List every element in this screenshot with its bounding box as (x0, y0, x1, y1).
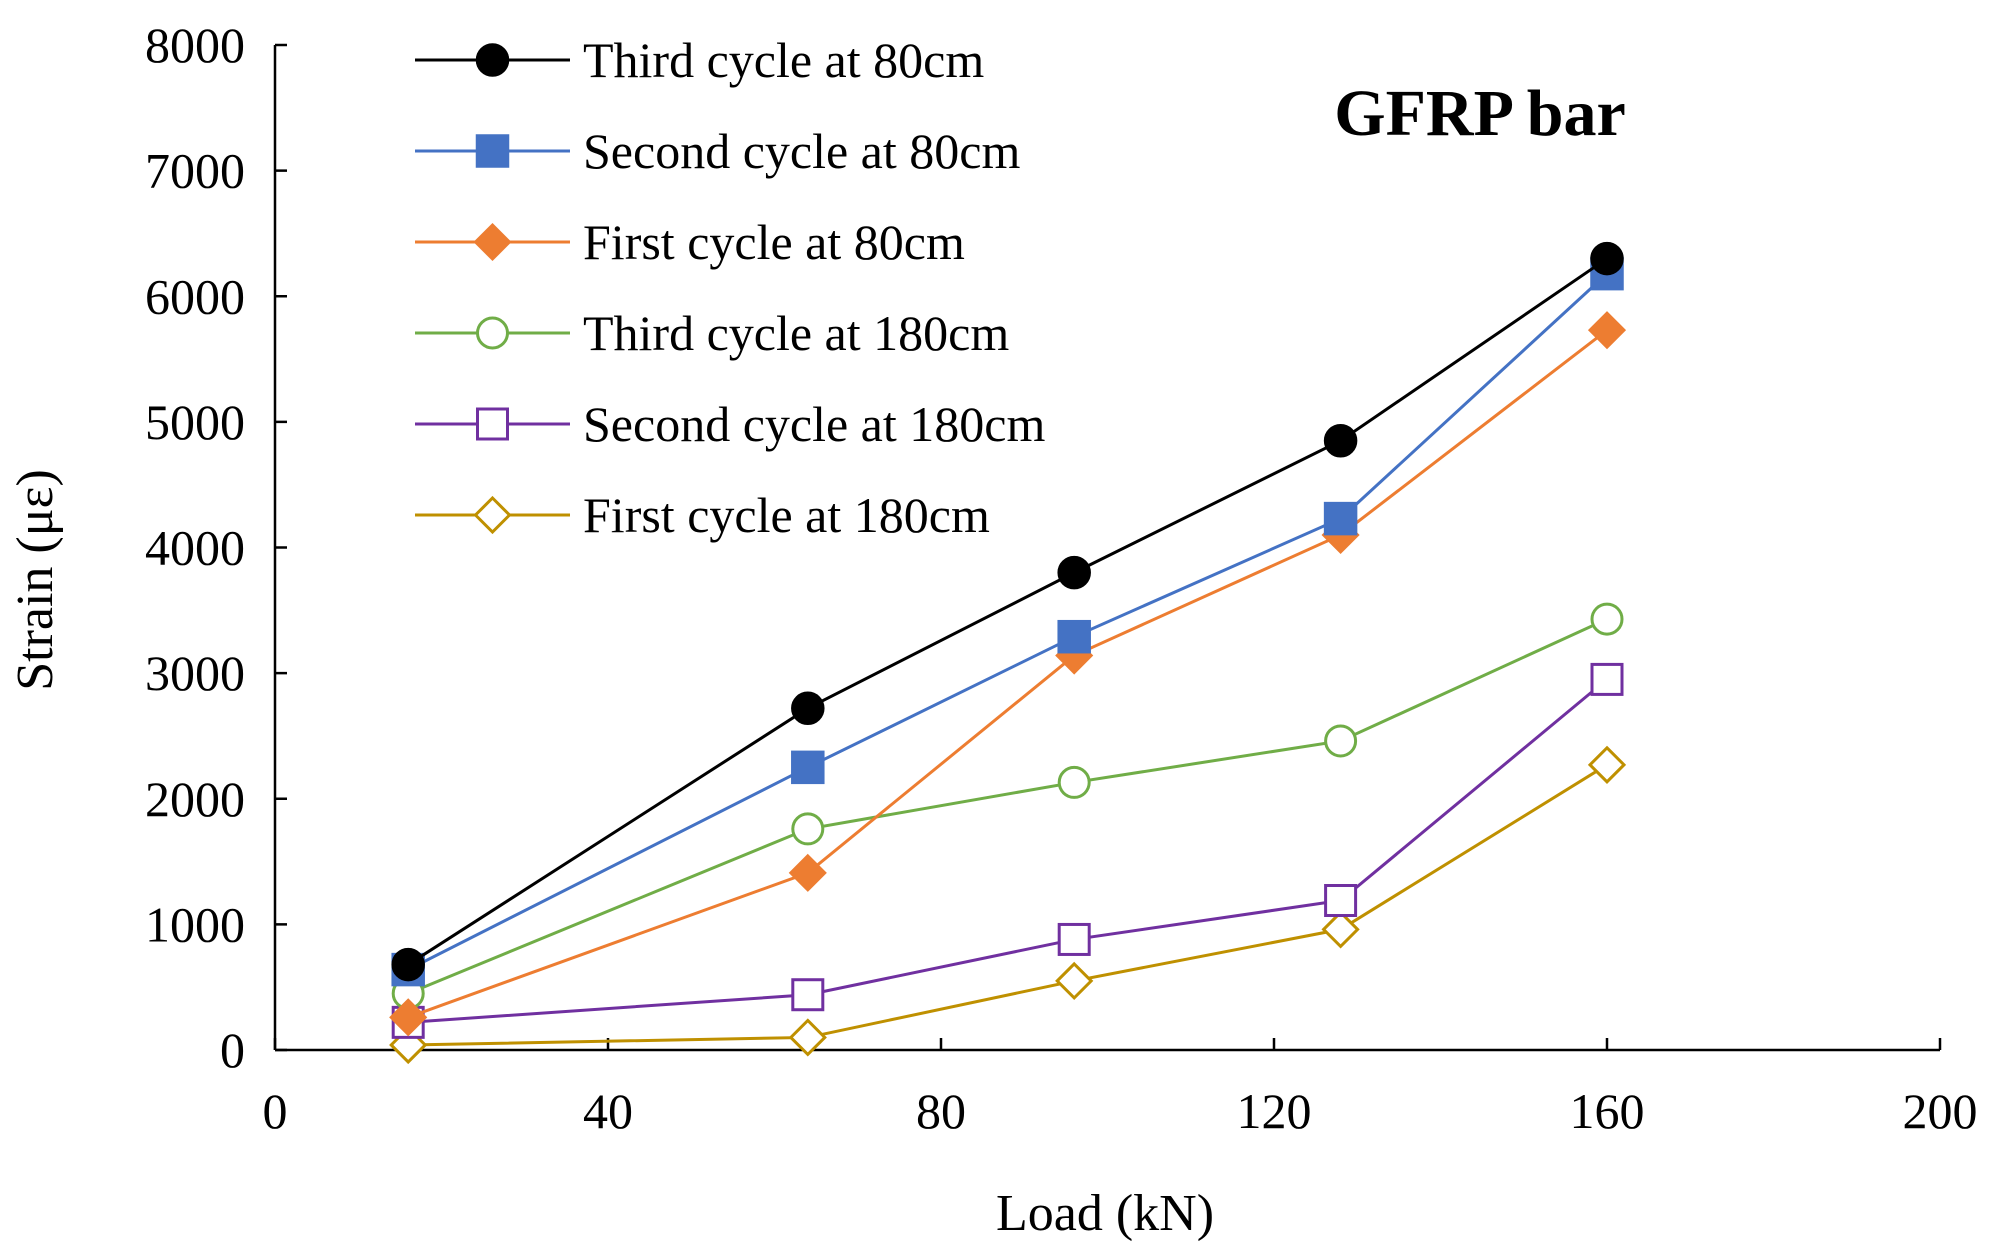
legend-marker (475, 134, 510, 168)
data-point (1057, 555, 1091, 590)
data-point (1321, 910, 1360, 949)
series-2 (391, 256, 1624, 987)
data-point (1324, 724, 1358, 758)
chart-title: GFRP bar (1334, 77, 1626, 150)
legend-marker (473, 495, 512, 535)
legend: Third cycle at 80cm Second cycle at 80cm F… (415, 32, 1045, 543)
data-point (1057, 922, 1091, 956)
series-line (407, 257, 1608, 966)
legend-marker (475, 43, 510, 77)
series-5 (391, 662, 1624, 1039)
legend-label: Third cycle at 80cm (583, 32, 984, 88)
series-group (389, 241, 1627, 1065)
data-point (1587, 311, 1627, 350)
y-tick-label: 1000 (145, 896, 245, 952)
legend-item: Second cycle at 80cm (415, 123, 1020, 179)
legend-item: Second cycle at 180cm (415, 396, 1045, 452)
y-tick-label: 5000 (145, 394, 245, 450)
data-point (1590, 602, 1624, 636)
data-point (791, 812, 825, 846)
legend-marker (476, 407, 509, 441)
data-point (788, 1018, 827, 1057)
y-tick-label: 4000 (145, 520, 245, 576)
x-tick-label: 0 (263, 1083, 288, 1139)
y-tick-label: 6000 (145, 268, 245, 324)
data-point (1057, 619, 1091, 654)
legend-label: Third cycle at 180cm (583, 305, 1009, 361)
series-1 (391, 241, 1624, 982)
data-point (391, 947, 425, 982)
x-tick-label: 160 (1570, 1083, 1645, 1139)
x-tick-label: 80 (916, 1083, 966, 1139)
y-tick-label: 7000 (145, 143, 245, 199)
series-line (408, 763, 1608, 1047)
legend-item: First cycle at 80cm (415, 214, 965, 270)
data-point (1590, 662, 1624, 696)
legend-label: Second cycle at 80cm (583, 123, 1020, 179)
data-point (1323, 501, 1358, 536)
data-point (791, 750, 825, 785)
series-6 (389, 745, 1627, 1065)
y-tick-label: 2000 (145, 771, 245, 827)
series-4 (391, 602, 1624, 1010)
x-tick-label: 40 (583, 1083, 633, 1139)
legend-item: Third cycle at 180cm (415, 305, 1009, 361)
x-tick-label: 200 (1903, 1083, 1978, 1139)
data-point (791, 691, 825, 726)
x-axis-title: Load (kN) (996, 1185, 1214, 1242)
data-point (1587, 745, 1627, 784)
legend-label: Second cycle at 180cm (583, 396, 1045, 452)
data-point (1323, 423, 1358, 458)
data-point (788, 853, 827, 892)
x-tick-label: 120 (1237, 1083, 1312, 1139)
y-axis-title: Strain (με) (7, 469, 64, 691)
data-point (389, 998, 428, 1037)
y-tick-label: 8000 (145, 17, 245, 73)
data-point (1055, 961, 1094, 1001)
legend-item: Third cycle at 80cm (415, 32, 984, 88)
legend-label: First cycle at 80cm (583, 214, 965, 270)
y-tick-label: 0 (220, 1022, 245, 1078)
legend-marker (473, 222, 512, 262)
data-point (791, 978, 825, 1012)
legend-item: First cycle at 180cm (415, 487, 990, 543)
data-point (1057, 765, 1091, 799)
series-line (407, 617, 1608, 995)
axes: 0 1000 2000 3000 4000 5000 6000 7000 8000 0 40 80 12… (145, 17, 1978, 1139)
series-line (407, 272, 1609, 971)
legend-marker (476, 316, 509, 350)
data-point (1590, 241, 1624, 276)
y-tick-label: 3000 (145, 645, 245, 701)
legend-label: First cycle at 180cm (583, 487, 990, 543)
data-point (1324, 884, 1358, 918)
